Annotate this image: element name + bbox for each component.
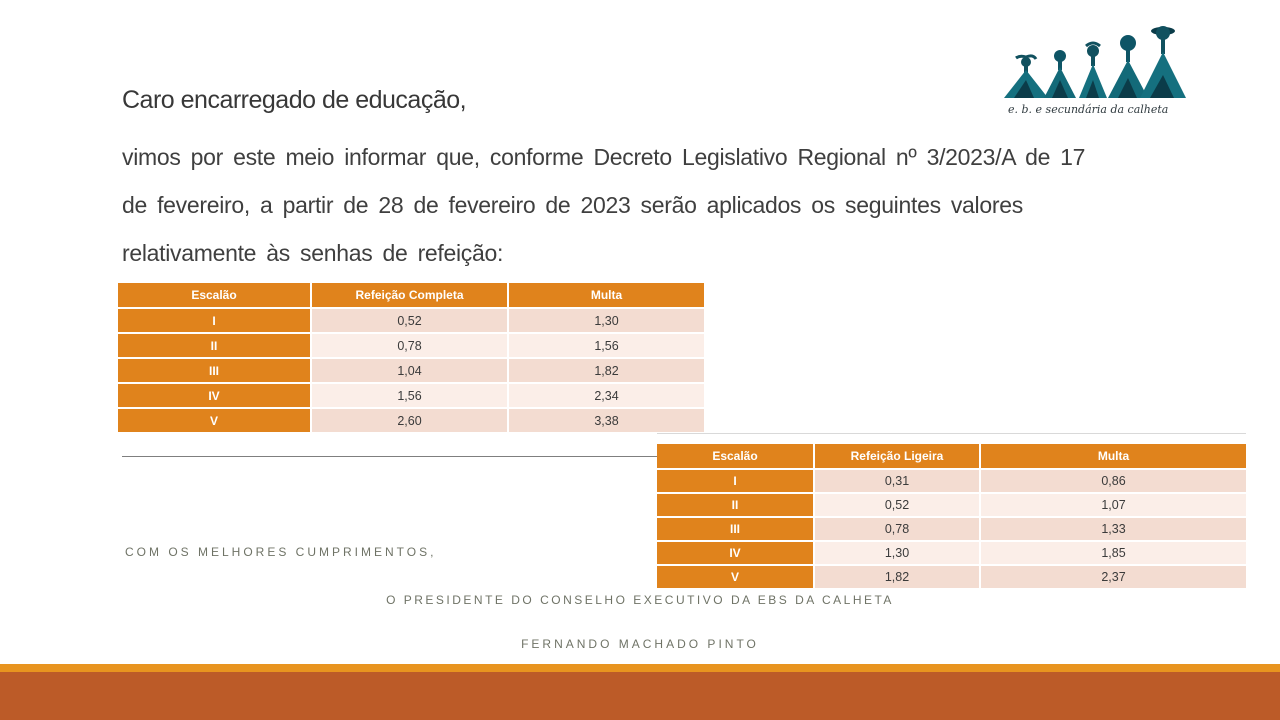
bottom-rust-band (0, 672, 1280, 720)
school-logo-figures-icon: e. b. e secundária da calheta (1004, 26, 1186, 116)
value-cell: 1,85 (981, 542, 1246, 564)
value-cell: 2,34 (509, 384, 704, 407)
row-label-cell: IV (657, 542, 813, 564)
letter-body: Caro encarregado de educação, vimos por … (122, 86, 1182, 277)
value-cell: 0,78 (815, 518, 979, 540)
value-cell: 0,52 (815, 494, 979, 516)
table-refeicao-ligeira: Escalão Refeição Ligeira Multa I 0,31 0,86 II 0… (657, 444, 1246, 588)
closing-line: COM OS MELHORES CUMPRIMENTOS, (125, 545, 437, 559)
row-label-cell: I (657, 470, 813, 492)
value-cell: 2,60 (312, 409, 507, 432)
bottom-accent-bar (0, 664, 1280, 672)
value-cell: 3,38 (509, 409, 704, 432)
value-cell: 1,07 (981, 494, 1246, 516)
body-line-3: relativamente às senhas de refeição: (122, 240, 504, 266)
body-line-2: de fevereiro, a partir de 28 de fevereir… (122, 192, 1023, 218)
value-cell: 2,37 (981, 566, 1246, 588)
row-label-cell: IV (118, 384, 310, 407)
school-logo-caption: e. b. e secundária da calheta (1008, 103, 1168, 116)
body-line-1: vimos por este meio informar que, confor… (122, 144, 1086, 170)
value-cell: 1,82 (815, 566, 979, 588)
value-cell: 0,86 (981, 470, 1246, 492)
value-cell: 0,31 (815, 470, 979, 492)
value-cell: 1,56 (312, 384, 507, 407)
greeting-line: Caro encarregado de educação, (122, 86, 467, 114)
row-label-cell: III (657, 518, 813, 540)
row-label-cell: III (118, 359, 310, 382)
value-cell: 0,52 (312, 309, 507, 332)
horizontal-rule (122, 456, 657, 457)
value-cell: 1,82 (509, 359, 704, 382)
signature-title: O PRESIDENTE DO CONSELHO EXECUTIVO DA EB… (386, 593, 894, 607)
row-label-cell: II (118, 334, 310, 357)
row-label-cell: II (657, 494, 813, 516)
value-cell: 1,56 (509, 334, 704, 357)
value-cell: 1,30 (509, 309, 704, 332)
header-cell: Multa (981, 444, 1246, 468)
school-logo: e. b. e secundária da calheta (1000, 20, 1190, 124)
header-cell: Escalão (657, 444, 813, 468)
header-cell: Escalão (118, 283, 310, 307)
row-label-cell: I (118, 309, 310, 332)
row-label-cell: V (657, 566, 813, 588)
header-cell: Multa (509, 283, 704, 307)
header-cell: Refeição Ligeira (815, 444, 979, 468)
signature-name: FERNANDO MACHADO PINTO (521, 637, 759, 651)
value-cell: 1,30 (815, 542, 979, 564)
value-cell: 1,04 (312, 359, 507, 382)
value-cell: 0,78 (312, 334, 507, 357)
row-label-cell: V (118, 409, 310, 432)
faint-horizontal-rule (657, 433, 1246, 434)
table-refeicao-completa: Escalão Refeição Completa Multa I 0,52 1,30 II… (118, 283, 706, 432)
value-cell: 1,33 (981, 518, 1246, 540)
header-cell: Refeição Completa (312, 283, 507, 307)
